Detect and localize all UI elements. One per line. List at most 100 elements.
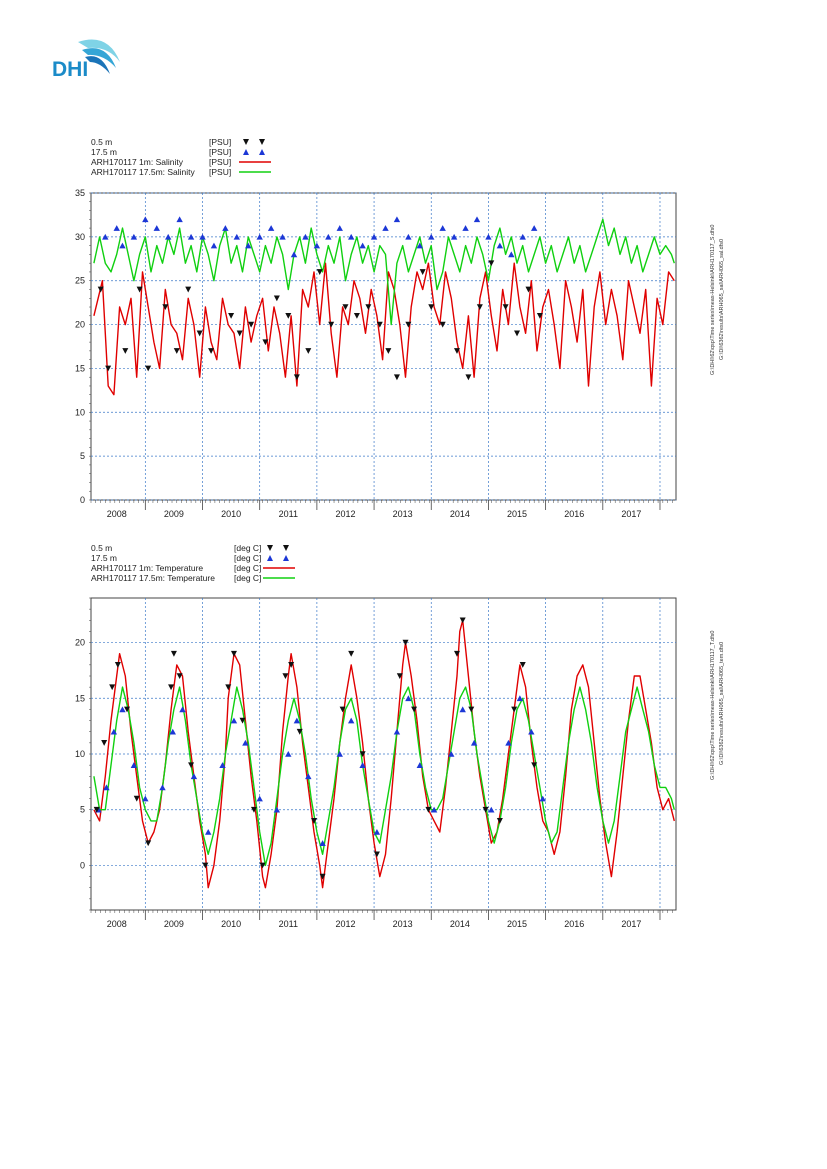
legend-black-triangle-symbol	[243, 139, 265, 145]
obs-marker-17-5m	[242, 739, 249, 746]
obs-marker-17-5m	[530, 225, 538, 231]
obs-marker-0-5m	[439, 321, 446, 328]
obs-marker-0-5m	[97, 286, 104, 293]
obs-marker-17-5m	[473, 216, 481, 223]
obs-marker-17-5m	[305, 773, 312, 780]
chart-group-1: 0 5 10 15 20 2008 2009 2010 2011 2012 2013 2014 2015…	[75, 597, 677, 929]
obs-marker-0-5m	[124, 706, 131, 713]
obs-marker-17-5m	[113, 225, 120, 231]
obs-marker-0-5m	[396, 673, 403, 679]
x-tick-label: 2017	[621, 919, 641, 929]
obs-marker-17-5m	[102, 233, 109, 240]
legend-label: 0.5 m	[91, 543, 113, 553]
y-tick-label: 20	[75, 320, 85, 330]
obs-marker-17-5m	[325, 233, 332, 240]
obs-marker-0-5m	[273, 295, 280, 302]
x-tick-label: 2009	[164, 919, 184, 929]
obs-marker-0-5m	[101, 740, 108, 746]
obs-marker-0-5m	[228, 313, 235, 319]
obs-marker-17-5m	[302, 233, 309, 240]
obs-marker-17-5m	[347, 717, 355, 724]
obs-marker-17-5m	[179, 706, 186, 713]
obs-marker-0-5m	[162, 304, 169, 311]
obs-marker-17-5m	[470, 739, 478, 746]
obs-marker-17-5m	[285, 751, 292, 757]
obs-marker-17-5m	[516, 695, 524, 702]
legend-label: ARH170117 17.5m: Salinity	[91, 167, 195, 177]
obs-marker-17-5m	[439, 225, 446, 231]
obs-marker-17-5m	[159, 784, 166, 791]
obs-marker-0-5m	[145, 840, 152, 847]
obs-marker-17-5m	[462, 225, 469, 231]
y-tick-label: 10	[75, 749, 85, 759]
obs-marker-17-5m	[256, 795, 263, 802]
dhi-logo: DHI	[48, 36, 128, 84]
obs-marker-17-5m	[450, 233, 458, 240]
legend-green-line-symbol	[239, 171, 271, 173]
obs-marker-0-5m	[185, 286, 192, 293]
obs-marker-17-5m	[130, 233, 138, 240]
obs-marker-0-5m	[208, 348, 215, 354]
x-tick-label: 2017	[621, 509, 641, 519]
y-tick-label: 20	[75, 638, 85, 648]
obs-marker-17-5m	[169, 728, 176, 735]
x-tick-label: 2011	[279, 919, 298, 929]
obs-marker-17-5m	[428, 233, 435, 240]
obs-marker-0-5m	[285, 313, 292, 319]
obs-marker-0-5m	[376, 321, 383, 328]
obs-marker-0-5m	[465, 374, 472, 381]
obs-marker-0-5m	[514, 330, 521, 337]
obs-marker-0-5m	[305, 348, 312, 354]
legend-unit: [deg C]	[234, 553, 262, 563]
obs-marker-0-5m	[230, 650, 237, 657]
y-tick-label: 15	[75, 693, 85, 703]
obs-marker-0-5m	[511, 706, 518, 713]
obs-marker-0-5m	[250, 806, 257, 813]
x-tick-label: 2008	[107, 509, 127, 519]
obs-marker-0-5m	[319, 873, 326, 880]
obs-marker-0-5m	[393, 374, 400, 381]
obs-marker-17-5m	[459, 706, 466, 713]
obs-marker-0-5m	[476, 304, 483, 311]
obs-marker-17-5m	[199, 233, 206, 240]
obs-marker-17-5m	[119, 706, 126, 713]
obs-marker-0-5m	[348, 650, 355, 657]
series-line-17-5m	[93, 218, 675, 326]
legend-red-line-symbol	[239, 161, 271, 163]
obs-marker-17-5m	[505, 739, 512, 746]
obs-marker-17-5m	[210, 242, 218, 249]
legend-unit: [PSU]	[209, 157, 232, 167]
obs-marker-0-5m	[402, 639, 409, 646]
obs-marker-17-5m	[539, 795, 546, 802]
obs-marker-0-5m	[405, 321, 412, 328]
logo-text: DHI	[52, 58, 88, 81]
legend-label: 17.5 m	[91, 147, 117, 157]
obs-marker-17-5m	[119, 242, 126, 249]
obs-marker-0-5m	[353, 313, 360, 319]
legend-unit: [deg C]	[234, 563, 262, 573]
chart-group-0: 0 5 10 15 20 25 30 35 2008 2009 2010 2011 2012 2013 20…	[75, 188, 677, 519]
salinity-legend: 0.5 m [PSU] 17.5 m [PSU] ARH170117 1m: S…	[91, 137, 291, 182]
obs-marker-0-5m	[428, 304, 435, 311]
obs-marker-17-5m	[448, 751, 455, 757]
obs-marker-17-5m	[256, 233, 263, 240]
obs-marker-17-5m	[267, 225, 275, 231]
obs-marker-0-5m	[105, 365, 112, 372]
x-tick-label: 2012	[335, 509, 355, 519]
obs-marker-0-5m	[282, 673, 289, 679]
obs-marker-0-5m	[133, 795, 140, 802]
obs-marker-0-5m	[225, 684, 232, 691]
obs-marker-0-5m	[525, 286, 532, 293]
obs-marker-17-5m	[393, 728, 401, 735]
obs-marker-17-5m	[496, 242, 504, 249]
obs-marker-0-5m	[136, 286, 143, 293]
x-tick-label: 2009	[164, 509, 184, 519]
y-tick-label: 5	[80, 805, 85, 815]
obs-marker-17-5m	[187, 233, 195, 240]
obs-marker-0-5m	[236, 330, 243, 337]
obs-marker-0-5m	[459, 617, 466, 624]
obs-marker-0-5m	[411, 706, 418, 713]
obs-marker-17-5m	[416, 762, 424, 768]
obs-marker-0-5m	[239, 717, 246, 724]
dhi-logo-graphic: DHI	[52, 39, 120, 81]
